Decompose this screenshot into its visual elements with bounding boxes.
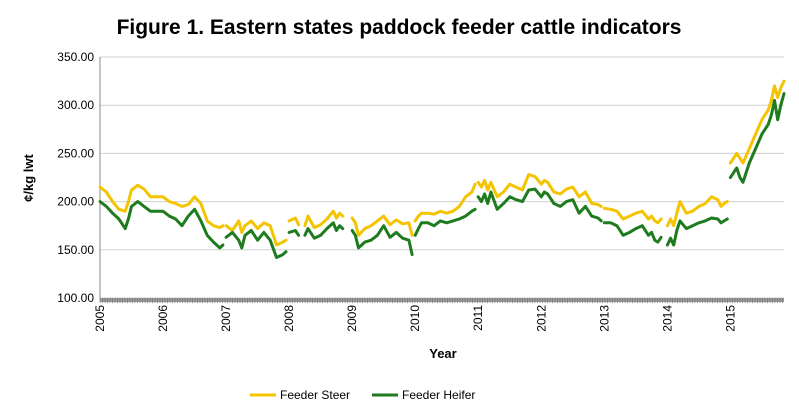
series-lines bbox=[98, 79, 786, 259]
x-tick-label: 2014 bbox=[660, 305, 674, 332]
y-axis: 100.00 150.00 200.00 250.00 300.00 350.00 bbox=[57, 50, 101, 305]
x-tick-label: 2011 bbox=[471, 305, 485, 331]
x-tick-label: 2005 bbox=[93, 305, 107, 332]
x-tick-label: 2010 bbox=[408, 305, 422, 332]
series-line-feeder-heifer bbox=[98, 92, 786, 259]
series-line-feeder-steer bbox=[98, 79, 786, 247]
y-tick-label: 100.00 bbox=[57, 291, 94, 305]
x-axis-title: Year bbox=[429, 346, 456, 361]
y-tick-label: 150.00 bbox=[57, 243, 94, 257]
y-axis-title: ¢/kg lwt bbox=[21, 153, 36, 201]
x-tick-label: 2015 bbox=[723, 305, 737, 332]
x-tick-label: 2008 bbox=[282, 305, 296, 332]
x-tick-label: 2013 bbox=[597, 305, 611, 332]
y-tick-label: 350.00 bbox=[57, 50, 94, 64]
x-tick-label: 2009 bbox=[345, 305, 359, 332]
chart-title: Figure 1. Eastern states paddock feeder … bbox=[117, 16, 682, 39]
x-tick-label: 2006 bbox=[156, 305, 170, 332]
y-tick-label: 200.00 bbox=[57, 195, 94, 209]
y-tick-label: 300.00 bbox=[57, 98, 94, 112]
x-tick-label: 2012 bbox=[534, 305, 548, 332]
y-gridlines bbox=[100, 56, 784, 299]
x-tick-label: 2007 bbox=[219, 305, 233, 332]
legend: Feeder Steer Feeder Heifer bbox=[250, 388, 475, 402]
legend-label-feeder-steer: Feeder Steer bbox=[280, 388, 350, 402]
legend-label-feeder-heifer: Feeder Heifer bbox=[402, 388, 475, 402]
y-tick-label: 250.00 bbox=[57, 146, 94, 160]
x-axis-band bbox=[100, 298, 784, 302]
x-axis: 2005 2006 2007 2008 2009 2010 2011 2012 2013 2014… bbox=[93, 298, 784, 332]
